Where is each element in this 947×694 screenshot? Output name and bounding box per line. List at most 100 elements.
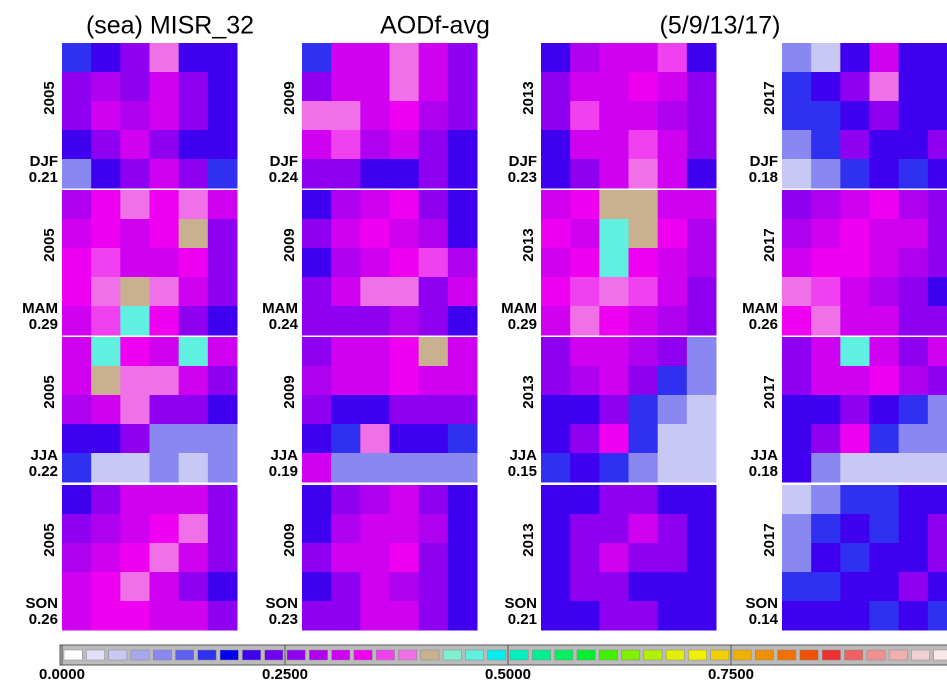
heat-cell	[782, 43, 812, 73]
heat-cell	[927, 366, 947, 396]
year-label: 2017	[761, 81, 778, 114]
heat-cell	[898, 72, 929, 102]
heat-cell	[541, 248, 571, 278]
heat-cell	[62, 306, 92, 336]
heat-cell	[840, 306, 870, 336]
heat-cell	[840, 159, 870, 189]
season-label: DJF	[750, 153, 778, 170]
heat-cell	[302, 337, 332, 367]
heat-cell	[360, 514, 390, 544]
heat-cell	[120, 277, 150, 307]
heat-cell	[91, 43, 121, 73]
heat-cell	[570, 277, 600, 307]
heat-cell	[302, 101, 332, 131]
colorbar-swatch	[420, 649, 440, 661]
colorbar-swatch	[130, 649, 150, 661]
heat-cell	[840, 130, 870, 160]
heat-cell	[302, 572, 332, 602]
heat-cell	[389, 453, 420, 483]
heat-cell	[599, 159, 629, 189]
heat-cell	[207, 130, 238, 160]
heat-cell	[657, 366, 688, 396]
heat-cell	[898, 601, 929, 631]
heat-cell	[120, 601, 150, 631]
heat-cell	[840, 219, 870, 249]
mean-label: 0.14	[749, 611, 779, 628]
heat-cell	[782, 572, 812, 602]
year-label: 2005	[41, 523, 58, 556]
heat-cell	[389, 424, 420, 454]
heat-cell	[447, 306, 478, 336]
heat-cell	[62, 130, 92, 160]
heat-cell	[331, 159, 361, 189]
heat-cell	[360, 219, 390, 249]
heat-cell	[91, 190, 121, 220]
colorbar-swatch	[844, 649, 864, 661]
heat-cell	[869, 72, 900, 102]
season-label: JJA	[750, 447, 778, 464]
heat-cell	[869, 601, 900, 631]
heat-cell	[389, 219, 420, 249]
heat-cell	[62, 190, 92, 220]
heat-cell	[91, 219, 121, 249]
heat-cell	[869, 101, 900, 131]
heat-cell	[389, 101, 420, 131]
heat-cell	[178, 159, 209, 189]
heat-cell	[811, 572, 841, 602]
heat-cell	[840, 43, 870, 73]
heat-cell	[811, 543, 841, 573]
heat-cell	[898, 248, 929, 278]
heat-cell	[811, 306, 841, 336]
colorbar-swatch	[643, 649, 663, 661]
heat-cell	[447, 424, 478, 454]
heat-cell	[840, 337, 870, 367]
heat-cell	[657, 572, 688, 602]
heat-cell	[869, 366, 900, 396]
heat-cell	[898, 572, 929, 602]
heat-cell	[599, 485, 629, 515]
heat-cell	[120, 101, 150, 131]
heat-cell	[207, 337, 238, 367]
heat-cell	[62, 601, 92, 631]
heat-cell	[360, 248, 390, 278]
colorbar-swatch	[375, 649, 395, 661]
heat-cell	[302, 277, 332, 307]
heat-cell	[360, 485, 390, 515]
heat-cell	[927, 395, 947, 425]
heat-cell	[782, 514, 812, 544]
heat-cell	[782, 248, 812, 278]
heat-cell	[628, 306, 659, 336]
heat-cell	[447, 130, 478, 160]
heat-cell	[840, 453, 870, 483]
heat-cell	[541, 130, 571, 160]
heat-cell	[120, 159, 150, 189]
season-label: MAM	[501, 300, 537, 317]
heat-cell	[869, 130, 900, 160]
mean-label: 0.18	[749, 463, 778, 480]
heat-cell	[840, 424, 870, 454]
season-label: JJA	[30, 447, 58, 464]
heat-cell	[62, 395, 92, 425]
heat-cell	[541, 159, 571, 189]
colorbar-swatch	[264, 649, 284, 661]
heat-cell	[686, 424, 717, 454]
heat-cell	[62, 485, 92, 515]
heat-cell	[657, 130, 688, 160]
heat-cell	[599, 543, 629, 573]
heat-cell	[389, 337, 420, 367]
heat-cell	[178, 572, 209, 602]
colorbar-swatch	[911, 649, 930, 661]
heat-cell	[360, 453, 390, 483]
heat-cell	[331, 366, 361, 396]
heat-cell	[599, 572, 629, 602]
heat-cell	[302, 190, 332, 220]
heat-cell	[389, 395, 420, 425]
heat-cell	[570, 543, 600, 573]
heat-cell	[657, 43, 688, 73]
heat-cell	[91, 514, 121, 544]
heat-cell	[869, 248, 900, 278]
colorbar-swatch	[219, 649, 239, 661]
heat-cell	[91, 277, 121, 307]
heat-cell	[207, 366, 238, 396]
heat-cell	[178, 72, 209, 102]
